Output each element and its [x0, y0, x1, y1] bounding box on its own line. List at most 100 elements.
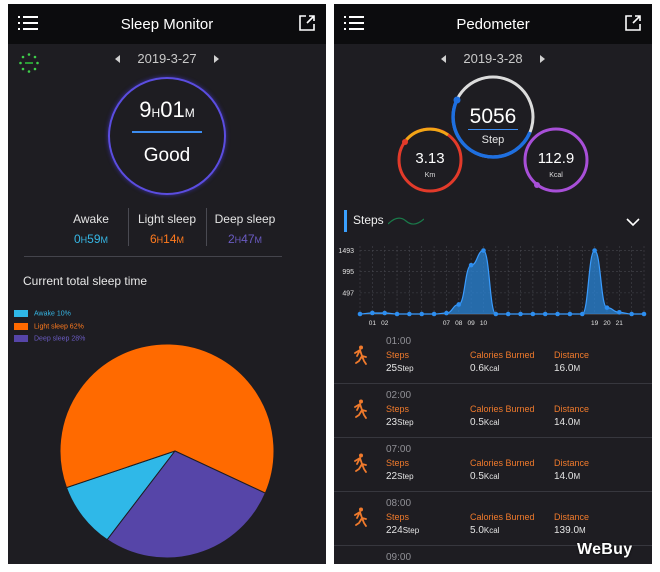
data-point [505, 311, 511, 317]
steps-label: Step [481, 134, 505, 146]
chart-wave-decoration [388, 217, 424, 225]
steps-area-chart: 497 995 1493 01 02 07 08 09 10 19 20 21 [338, 246, 647, 327]
stat-deep-label: Deep sleep [214, 212, 276, 226]
sleep-total-time: 9H01M [139, 97, 195, 122]
x-tick-label: 08 [455, 320, 463, 327]
hour-label: 01:00 [386, 336, 412, 347]
stat-awake: Awake 0H59M [56, 212, 126, 246]
x-tick-label: 02 [381, 320, 389, 327]
pie-slice-deep-sleep [106, 450, 266, 559]
x-tick-label: 20 [603, 320, 611, 327]
steps-label: Steps [386, 350, 410, 360]
sleep-pie-chart [59, 343, 275, 559]
walking-person-icon [354, 507, 367, 527]
current-date: 2019-3-28 [463, 51, 523, 67]
data-point [431, 311, 437, 317]
previous-day-button[interactable] [440, 54, 446, 63]
data-point [617, 310, 622, 315]
distance-label: Distance [554, 404, 590, 414]
data-point [382, 310, 387, 316]
list-item[interactable]: 09:00 [334, 546, 652, 564]
steps-value: 25Step [386, 363, 414, 374]
x-tick-label: 01 [369, 320, 377, 327]
legend-deep-sleep: Deep sleep 28% [14, 335, 85, 342]
data-point [604, 305, 610, 310]
sleep-ring-divider [132, 131, 202, 133]
distance-value: 3.13 [415, 150, 445, 167]
data-point [629, 311, 634, 317]
stat-light-value: 6H14M [149, 232, 185, 246]
stat-light-label: Light sleep [137, 212, 197, 226]
data-point [592, 248, 597, 253]
pie-slice-light-sleep [59, 343, 275, 494]
steps-chart-title: Steps [353, 213, 384, 227]
page-title: Sleep Monitor [120, 16, 214, 33]
distance-unit: Km [424, 172, 436, 179]
walking-person-icon [354, 453, 367, 473]
stat-divider [128, 208, 129, 246]
data-point [518, 311, 523, 317]
steps-value: 5056 [469, 105, 517, 128]
x-tick-label: 10 [480, 320, 488, 327]
data-point [481, 248, 486, 253]
sleep-quality: Good [143, 145, 191, 166]
calories-label: Calories Burned [470, 458, 535, 468]
data-point [530, 311, 536, 317]
sleep-total-ring [108, 77, 226, 195]
previous-day-button[interactable] [114, 54, 120, 63]
menu-icon[interactable] [18, 15, 38, 31]
list-item[interactable]: 01:00 Steps 25Step Calories Burned 0.6Kc… [334, 330, 652, 384]
chevron-down-icon[interactable] [626, 218, 640, 227]
legend-light-sleep: Light sleep 62% [14, 323, 84, 330]
calories-value: 5.0Kcal [470, 525, 500, 536]
data-point [357, 311, 363, 317]
legend-awake: Awake 10% [14, 310, 71, 317]
steps-ring [451, 75, 535, 159]
sleep-topbar: Sleep Monitor [8, 4, 326, 44]
x-tick-label: 21 [616, 320, 624, 327]
data-point [444, 310, 449, 316]
data-point [567, 311, 573, 317]
menu-icon[interactable] [344, 15, 364, 31]
calories-ring [523, 127, 589, 193]
distance-value: 16.0M [554, 363, 581, 374]
distance-ring [397, 127, 463, 193]
date-selector: 2019-3-28 [334, 50, 652, 70]
data-point [468, 262, 474, 268]
share-icon[interactable] [298, 14, 316, 32]
data-point [555, 311, 560, 317]
page-title: Pedometer [456, 16, 530, 33]
loading-icon [19, 53, 39, 73]
current-date: 2019-3-27 [137, 51, 197, 67]
distance-value: 14.0M [554, 417, 581, 428]
list-item[interactable]: 08:00 Steps 224Step Calories Burned 5.0K… [334, 492, 652, 546]
next-day-button[interactable] [540, 54, 546, 63]
y-tick-label: 995 [342, 269, 354, 276]
steps-chart-marker [344, 210, 347, 232]
date-selector: 2019-3-27 [8, 50, 326, 70]
calories-label: Calories Burned [470, 404, 535, 414]
stat-divider [206, 208, 207, 246]
x-tick-label: 09 [468, 320, 476, 327]
watermark-logo: WeBuy [577, 541, 633, 558]
list-item[interactable]: 07:00 Steps 22Step Calories Burned 0.5Kc… [334, 438, 652, 492]
stat-awake-label: Awake [73, 212, 109, 226]
list-item[interactable]: 02:00 Steps 23Step Calories Burned 0.5Kc… [334, 384, 652, 438]
distance-value: 14.0M [554, 471, 581, 482]
data-point [542, 311, 548, 317]
x-tick-label: 07 [443, 320, 451, 327]
calories-value: 0.5Kcal [470, 471, 500, 482]
calories-value: 0.5Kcal [470, 417, 500, 428]
calories-label: Calories Burned [470, 350, 535, 360]
data-point [579, 311, 585, 317]
data-point [419, 311, 425, 317]
hour-label: 08:00 [386, 498, 412, 509]
data-point [456, 302, 462, 307]
next-day-button[interactable] [214, 54, 220, 63]
stat-awake-value: 0H59M [73, 232, 109, 246]
calories-unit: Kcal [549, 172, 563, 179]
share-icon[interactable] [624, 14, 642, 32]
steps-value: 22Step [386, 471, 414, 482]
walking-person-icon [354, 399, 367, 419]
pedometer-screen: Pedometer 2019-3-28 3.13 Km 112.9 Kcal 5… [334, 4, 652, 564]
